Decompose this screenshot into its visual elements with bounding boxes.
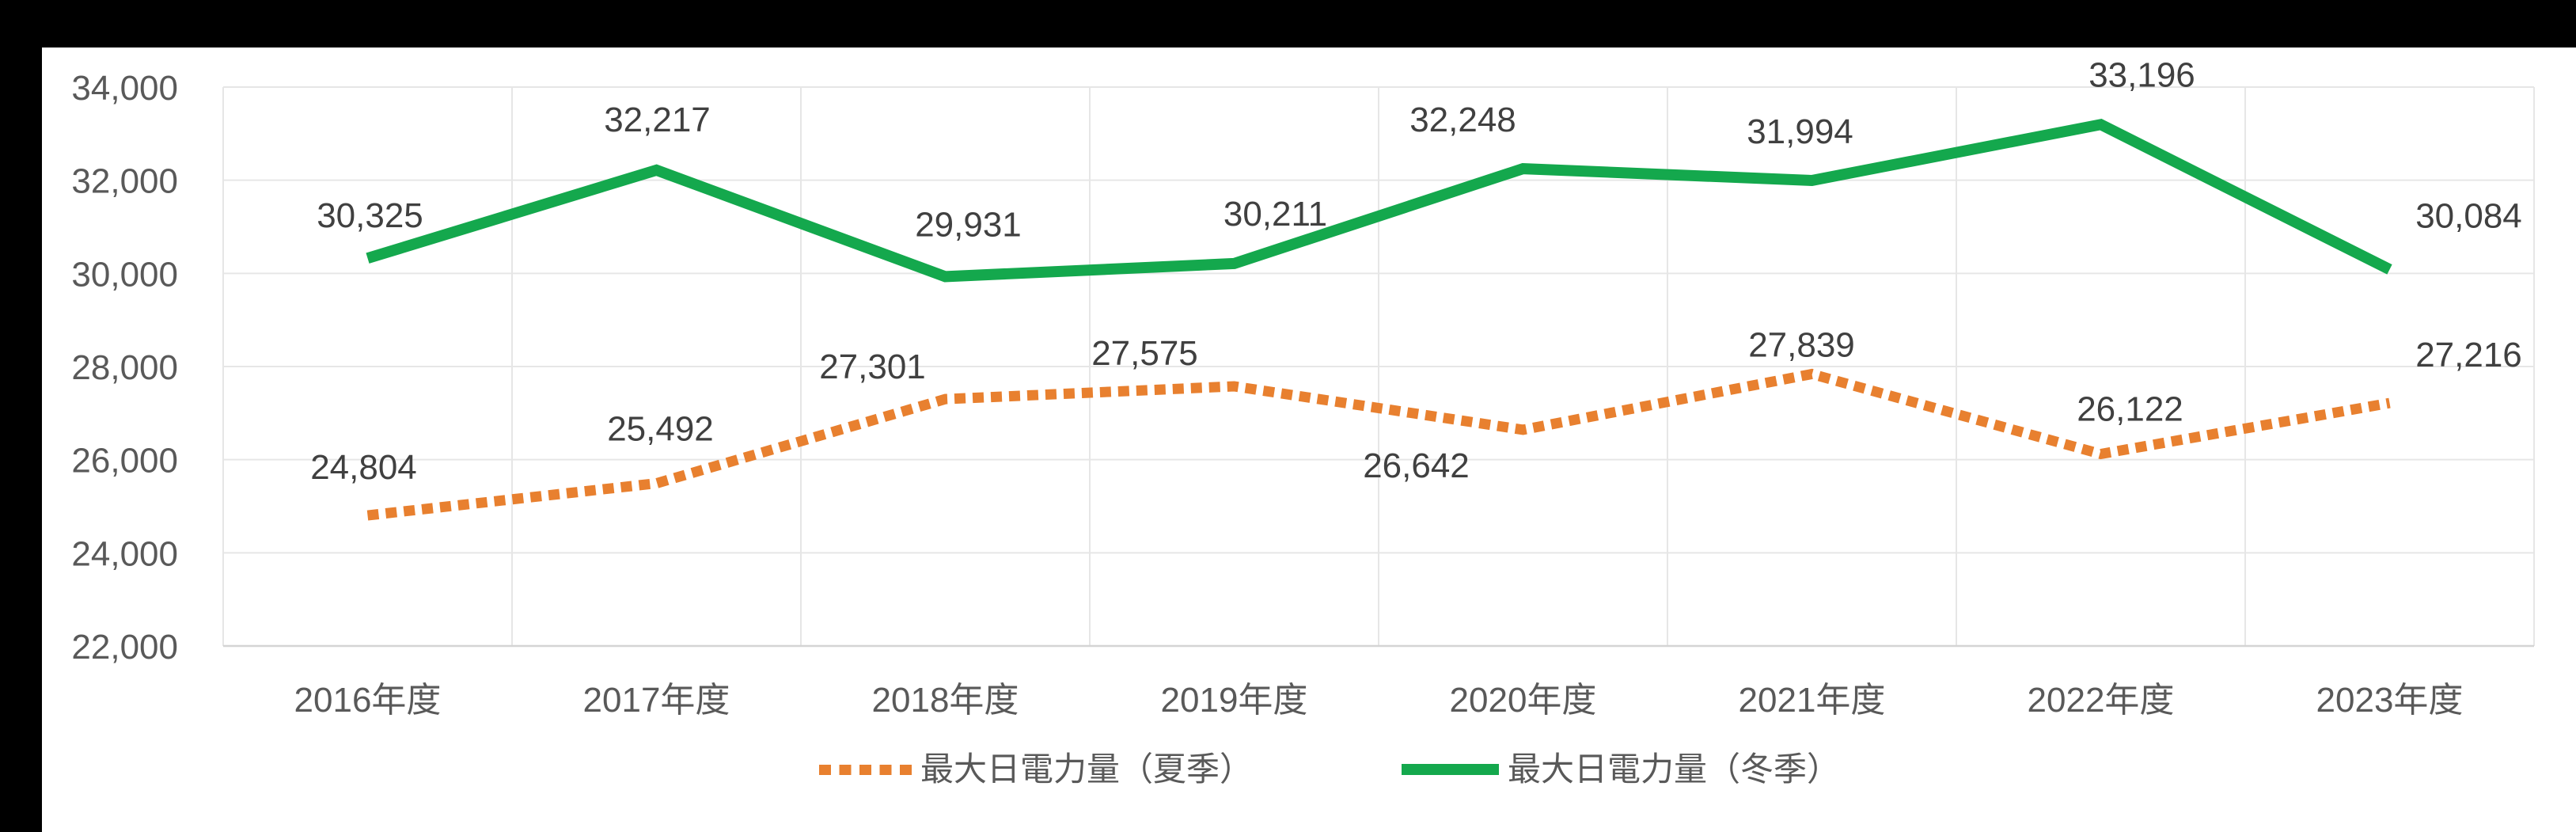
left-black-bar: [0, 0, 42, 832]
vertical-gridlines: [222, 87, 2535, 646]
x-tick-label: 2020年度: [1450, 681, 1597, 720]
y-tick-label: 24,000: [71, 534, 178, 573]
x-axis-tick-labels: 2016年度 2017年度 2018年度 2019年度 2020年度 2021年度 2022…: [294, 681, 2464, 720]
summer-series-line: [366, 368, 2391, 521]
data-labels: 24,804 25,492 27,301 27,575 26,642 27,839 26,1…: [310, 55, 2522, 487]
y-axis-tick-labels: 22,000 24,000 26,000 28,000 30,000 32,000 34,0…: [71, 69, 178, 667]
data-label: 27,216: [2415, 336, 2522, 374]
y-tick-label: 32,000: [71, 162, 178, 201]
data-label: 26,642: [1363, 446, 1470, 485]
data-label: 27,301: [819, 348, 926, 386]
data-label: 30,211: [1224, 195, 1327, 234]
data-label: 29,931: [915, 205, 1022, 244]
x-tick-label: 2017年度: [583, 681, 730, 720]
summer-dashed-line-swatch: [819, 764, 912, 775]
y-tick-label: 22,000: [71, 628, 178, 667]
data-label: 30,084: [2415, 196, 2522, 235]
top-black-bar: [0, 0, 2576, 47]
x-tick-label: 2022年度: [2028, 681, 2175, 720]
data-label: 27,839: [1748, 325, 1855, 364]
legend-item-summer: 最大日電力量（夏季）: [819, 752, 1253, 787]
y-tick-label: 34,000: [71, 69, 178, 108]
legend-label-winter: 最大日電力量（冬季）: [1508, 750, 1841, 788]
x-tick-label: 2019年度: [1161, 681, 1308, 720]
data-label: 25,492: [607, 410, 714, 449]
data-label: 26,122: [2077, 389, 2183, 428]
x-tick-label: 2023年度: [2316, 681, 2464, 720]
data-label: 27,575: [1091, 334, 1198, 373]
legend-label-summer: 最大日電力量（夏季）: [920, 750, 1254, 788]
y-tick-label: 30,000: [71, 255, 178, 294]
data-label: 24,804: [310, 448, 417, 487]
data-label: 32,217: [604, 101, 711, 139]
x-tick-label: 2021年度: [1739, 681, 1886, 720]
legend-item-winter: 最大日電力量（冬季）: [1402, 752, 1840, 787]
data-label: 31,994: [1747, 112, 1853, 151]
series-lines: [366, 118, 2392, 521]
y-tick-label: 26,000: [71, 442, 178, 481]
winter-series-line: [366, 118, 2392, 283]
winter-solid-line-swatch: [1402, 764, 1499, 775]
x-tick-label: 2016年度: [294, 681, 442, 720]
data-label: 32,248: [1409, 101, 1516, 139]
data-label: 33,196: [2088, 55, 2195, 94]
y-tick-label: 28,000: [71, 348, 178, 387]
x-tick-label: 2018年度: [872, 681, 1019, 720]
data-label: 30,325: [317, 196, 423, 235]
